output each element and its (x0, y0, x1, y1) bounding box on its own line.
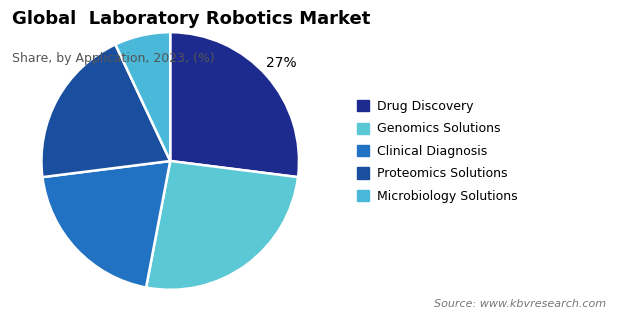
Text: 27%: 27% (266, 56, 297, 70)
Wedge shape (41, 44, 170, 177)
Wedge shape (146, 161, 298, 290)
Wedge shape (115, 32, 170, 161)
Text: Source: www.kbvresearch.com: Source: www.kbvresearch.com (435, 299, 607, 309)
Text: Share, by Application, 2023, (%): Share, by Application, 2023, (%) (12, 52, 215, 64)
Legend: Drug Discovery, Genomics Solutions, Clinical Diagnosis, Proteomics Solutions, Mi: Drug Discovery, Genomics Solutions, Clin… (353, 96, 521, 206)
Wedge shape (43, 161, 170, 288)
Wedge shape (170, 32, 299, 177)
Text: Global  Laboratory Robotics Market: Global Laboratory Robotics Market (12, 10, 371, 28)
